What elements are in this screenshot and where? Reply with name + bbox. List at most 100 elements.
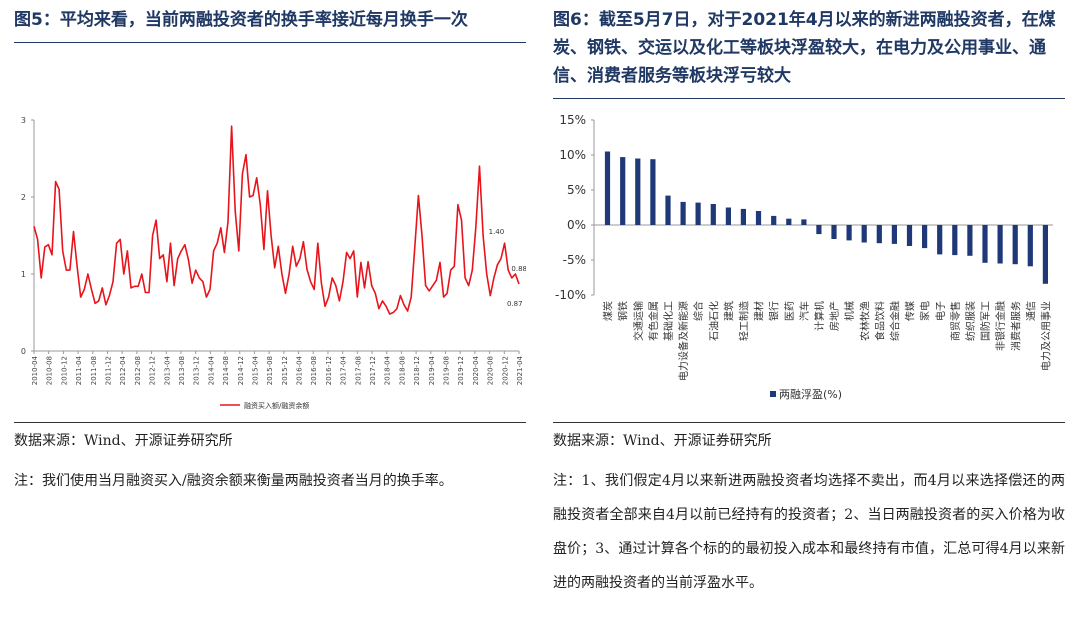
x-tick-label: 2014-08 [222,356,230,385]
legend-label: 融资买入额/融资余额 [244,401,309,410]
x-tick-label: 2016-12 [325,356,333,385]
bar [680,201,686,225]
category-label: 汽车 [798,301,811,321]
y-tick-label: 10% [559,148,586,162]
left-figure-panel: 图5：平均来看，当前两融投资者的换手率接近每月换手一次 [14,0,526,43]
y-tick-label: 0 [21,347,26,356]
bar [771,215,777,225]
x-tick-label: 2014-04 [207,355,215,385]
category-label: 轻工制造 [737,301,750,341]
x-tick-label: 2011-12 [104,356,112,385]
category-label: 机械 [843,301,856,321]
x-tick-label: 2013-12 [193,356,201,385]
bar [1027,225,1033,267]
category-label: 交通运输 [632,301,645,341]
margin-profit-bar-chart: 15% 10% 5% 0% -5% -10% 煤炭 钢铁 交通运输 有色金属 基础化工 电力设备及新能… [555,113,1053,401]
y-tick-label: 2 [21,193,26,202]
legend-label: 两融浮盈(%) [779,388,842,401]
x-tick-label: 2016-08 [310,356,318,385]
y-tick-label: 0% [567,218,586,232]
x-tick-label: 2011-08 [90,356,98,385]
x-tick-label: 2021-04 [516,355,524,385]
x-tick-label: 2014-12 [237,356,245,385]
category-label: 通信 [1025,301,1037,321]
x-tick-label: 2012-04 [119,355,127,385]
y-tick-label: 3 [21,116,26,125]
x-tick-label: 2018-08 [398,356,406,385]
x-tick-label: 2015-04 [251,355,259,385]
bar [635,158,641,225]
bar [846,225,852,241]
legend-swatch [770,391,776,397]
category-label: 建材 [753,301,766,321]
right-figure-panel: 图6：截至5月7日，对于2021年4月以来的新进两融投资者，在煤炭、钢铁、交运以… [553,0,1065,99]
y-tick-label: -5% [563,253,586,267]
right-source: 数据来源：Wind、开源证券研究所 [553,422,1065,450]
y-tick-label: 5% [567,183,586,197]
right-figure-title: 图6：截至5月7日，对于2021年4月以来的新进两融投资者，在煤炭、钢铁、交运以… [553,6,1065,99]
turnover-line-chart: 0 1 2 3 2010-04 2010-08 2010-12 2011-04 2011-08 2… [21,116,526,410]
left-figure-title: 图5：平均来看，当前两融投资者的换手率接近每月换手一次 [14,6,526,43]
x-tick-label: 2019-12 [457,356,465,385]
x-tick-label: 2012-12 [149,356,157,385]
category-label: 石油石化 [707,301,720,341]
bar [967,225,973,256]
category-label: 传媒 [905,301,917,321]
category-label: 家电 [919,301,932,321]
category-label: 银行 [768,301,781,321]
x-tick-label: 2010-12 [60,356,68,385]
bar [695,202,701,225]
value-annotation: 0.88 [511,265,526,273]
category-label: 建筑 [722,301,735,321]
left-source: 数据来源：Wind、开源证券研究所 [14,422,526,450]
bar [891,225,897,244]
bar [755,211,762,225]
category-label: 综合 [692,301,705,321]
category-label: 消费者服务 [1009,301,1022,351]
category-label: 钢铁 [617,301,630,321]
x-tick-label: 2017-04 [340,355,348,385]
bar [982,225,988,263]
bar [710,204,716,225]
x-tick-label: 2012-08 [134,356,142,385]
category-label: 房地产 [828,301,841,331]
right-note: 注：1、我们假定4月以来新进两融投资者均选择不卖出，而4月以来选择偿还的两融投资… [553,473,1065,591]
x-tick-label: 2010-04 [31,355,39,385]
bar [831,225,837,239]
x-tick-label: 2013-04 [163,355,171,385]
x-tick-label: 2019-08 [443,356,451,385]
x-tick-label: 2020-04 [472,355,480,385]
x-tick-label: 2017-08 [354,356,362,385]
category-label: 计算机 [813,301,826,331]
value-annotation: 1.40 [489,228,505,236]
category-label: 综合金融 [888,301,901,341]
x-tick-label: 2018-12 [413,356,421,385]
category-label: 国防军工 [979,301,992,341]
y-tick-label: 15% [559,113,586,127]
bar [801,219,807,225]
bar [620,157,626,225]
bar [650,159,656,225]
bar [725,207,731,225]
category-label: 非银行金融 [994,301,1007,351]
bar [1012,225,1018,265]
turnover-series-line [33,125,520,315]
x-tick-label: 2018-04 [384,355,392,385]
x-tick-label: 2016-04 [296,355,304,385]
x-tick-label: 2020-08 [487,356,495,385]
bar [861,225,867,243]
category-label: 医药 [784,301,796,321]
x-tick-label: 2019-04 [428,355,436,385]
bar [740,208,746,225]
bar [937,225,943,255]
x-tick-label: 2015-08 [266,356,274,385]
category-label: 电力及公用事业 [1039,301,1052,371]
category-label: 商贸零售 [949,301,962,341]
x-tick-label: 2017-12 [369,356,377,385]
category-label: 基础化工 [662,301,675,341]
x-tick-label: 2020-12 [501,356,509,385]
x-tick-label: 2013-08 [178,356,186,385]
bar [604,151,611,225]
category-label: 有色金属 [647,301,660,341]
bar [906,225,913,246]
